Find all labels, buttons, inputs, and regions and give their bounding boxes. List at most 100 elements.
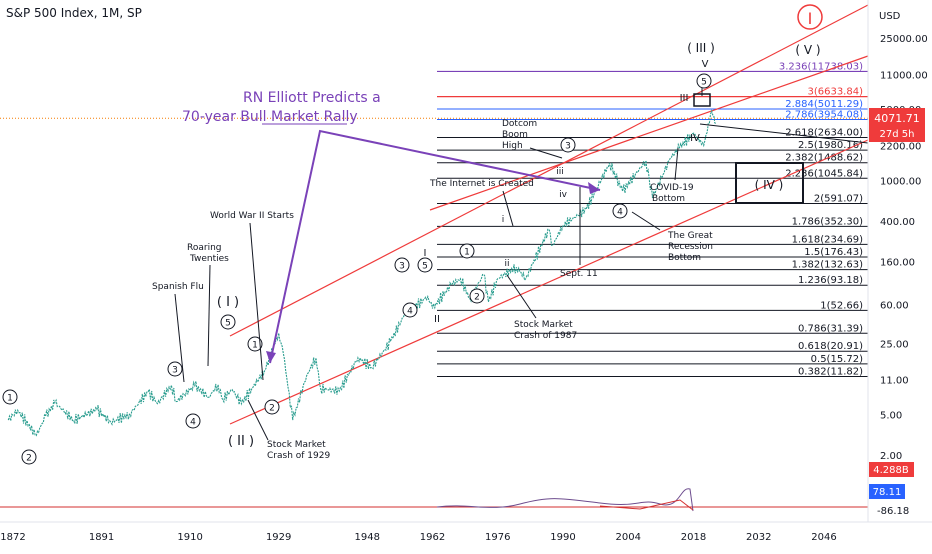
fib-label: 2.618(2634.00) [785,127,863,138]
osc-signal [599,499,694,511]
fib-label: 2.884(5011.29) [785,99,863,110]
wave-circle [612,203,628,219]
year-tick: 1990 [550,532,575,543]
wave-IV-small: IV [690,133,700,144]
dotcom-label-3: High [502,141,523,151]
volume-badge-bg [869,462,914,477]
crash87-label-2: Crash of 1987 [514,331,577,341]
internet-arrow [502,190,514,227]
wave-5c: 5 [417,257,433,273]
crash29-arrow [247,399,269,441]
wave-2b: 2 [264,399,280,415]
wave-5a: 5 [220,314,236,330]
wave-II-small: II [434,314,440,325]
wave-label: 4 [190,418,196,428]
wave-grand-III: ( III ) [687,41,715,55]
elliott-channel [229,4,869,425]
wave-1b: 1 [247,336,263,352]
wave-label: 5 [225,319,231,329]
wave-circle [264,399,280,415]
currency-label: USD [879,11,901,22]
price-tick: 5.00 [880,410,902,421]
crash87-arrow [506,274,537,319]
price-badge-sub: 27d 5h [880,129,915,140]
wave-iv: iv [559,190,568,200]
fib-levels: 3.236(11738.03)3(6633.84)2.884(5011.29)2… [437,61,868,377]
year-tick: 1948 [355,532,380,543]
wave-grand-IV: ( IV ) [755,178,784,192]
wave-ii: ii [504,259,509,269]
year-tick: 1910 [177,532,202,543]
dotcom-label-1: Dotcom [502,119,537,129]
price-tick: 25.00 [880,339,909,350]
price-badge-value: 4071.71 [874,112,920,125]
wave-circle [696,73,712,89]
recession-label-3: Bottom [668,253,701,263]
fib-label: 1.382(132.63) [792,260,864,271]
wave-grand-II: ( II ) [228,434,254,449]
price-tick: 2.00 [880,451,902,462]
osc-badge-high: 78.11 [873,487,902,498]
price-axis: USD25000.0011000.005000.002200.001000.00… [879,11,928,462]
wave-circle [247,336,263,352]
fib-label: 1.5(176.43) [804,247,863,258]
price-badge: 4071.71 27d 5h [869,108,925,142]
iv-arrow [699,123,869,144]
wave-4c: 4 [402,302,418,318]
wave-label: 3 [565,142,571,152]
price-tick: 160.00 [880,257,915,268]
price-tick: 25000.00 [880,34,928,45]
year-tick: 1962 [420,532,445,543]
wave-label: 2 [26,454,32,464]
roaring-arrow [207,264,211,367]
sept11-label: Sept. 11 [560,269,598,279]
fib-label: 0.5(15.72) [811,354,863,365]
spanish-flu-label: Spanish Flu [152,282,204,292]
osc-badge: 78.11 -86.18 [869,484,909,517]
covid-label-1: COVID-19 [650,183,694,193]
wave-circle [21,449,37,465]
fib-label: 2.236(1045.84) [785,168,863,179]
wave-label: 1 [7,394,13,404]
volume-badge: 4.288B [869,462,914,477]
year-tick: 1976 [485,532,510,543]
year-tick: 2032 [746,532,771,543]
fib-label: 2.786(3954.08) [785,110,863,121]
price-tick: 400.00 [880,217,915,228]
fib-label: 1.786(352.30) [792,216,864,227]
osc-line [436,488,694,512]
recession-arrow [631,211,661,231]
wave-1d: 1 [459,243,475,259]
wave-3e: 3 [560,137,576,153]
price-badge-bg [869,108,925,142]
roaring-label-2: Twenties [189,254,229,264]
year-tick: 2004 [616,532,641,543]
ww2-label: World War II Starts [210,211,294,221]
wave-IV-box [735,162,804,204]
channel-mid [429,55,869,211]
chart-title: S&P 500 Index, 1M, SP [6,6,142,20]
wave-label: 2 [269,404,275,414]
crash29-label-1: Stock Market [267,440,326,450]
headline-arrowhead-right [588,182,600,194]
headline-line-2: 70-year Bull Market Rally [182,109,358,125]
wave-circle [185,413,201,429]
fib-label: 0.618(20.91) [798,341,863,352]
fib-label: 1.618(234.69) [792,234,864,245]
year-tick: 1929 [266,532,291,543]
wave-circle [402,302,418,318]
osc-badge-low: -86.18 [877,506,909,517]
wave-2d: 2 [469,288,485,304]
channel-upper [229,4,869,337]
fib-label: 1.236(93.18) [798,275,863,286]
year-tick: 2046 [811,532,836,543]
price-tick: 11.00 [880,376,909,387]
wave-circle [459,243,475,259]
fib-label: 3.236(11738.03) [779,61,863,72]
wave-circle [417,257,433,273]
wave-5e: 5 [696,73,712,89]
wave-label: 4 [617,208,623,218]
super-cycle-label: I [808,9,813,28]
crash29-label-2: Crash of 1929 [267,451,330,461]
